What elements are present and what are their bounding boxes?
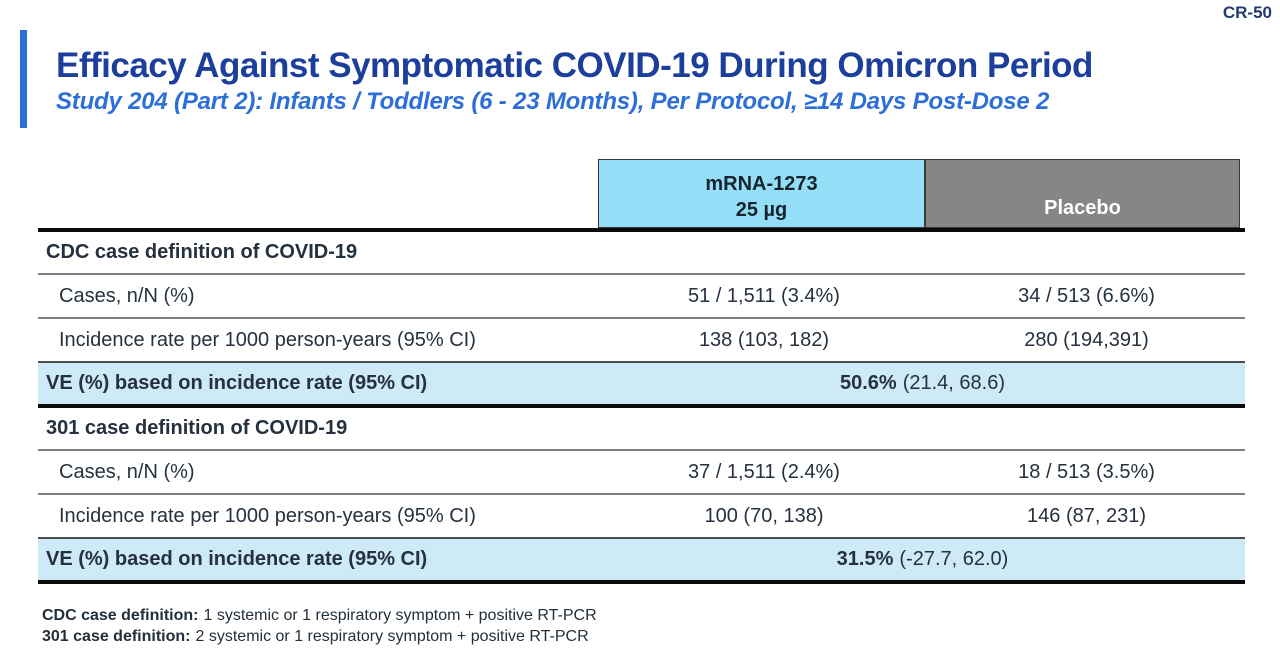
row-label-incidence: Incidence rate per 1000 person-years (95… <box>38 317 600 362</box>
cell-placebo-incidence: 280 (194,391) <box>928 317 1246 362</box>
table-row-ve: VE (%) based on incidence rate (95% CI) … <box>38 361 1246 408</box>
ve-ci: (21.4, 68.6) <box>902 372 1006 394</box>
ve-row-value-cell: 50.6% (21.4, 68.6) <box>600 361 1246 408</box>
row-label-cases: Cases, n/N (%) <box>38 273 600 318</box>
table-row: Incidence rate per 1000 person-years (95… <box>38 493 1246 538</box>
ve-ci: (-27.7, 62.0) <box>899 548 1009 570</box>
footnote-301-term: 301 case definition: <box>42 628 191 645</box>
table-row-ve: VE (%) based on incidence rate (95% CI) … <box>38 537 1246 584</box>
column-header-mrna-line2: 25 µg <box>735 199 788 221</box>
table-section-row: 301 case definition of COVID-19 <box>38 404 1246 450</box>
cell-mrna-cases: 51 / 1,511 (3.4%) <box>600 273 928 318</box>
column-header-mrna-line1: mRNA-1273 <box>705 173 818 195</box>
cell-mrna-incidence: 138 (103, 182) <box>600 317 928 362</box>
ve-value: 31.5% <box>836 548 894 570</box>
section-header-301: 301 case definition of COVID-19 <box>38 404 1246 450</box>
section-header-cdc: CDC case definition of COVID-19 <box>38 228 1246 274</box>
ve-row-label: VE (%) based on incidence rate (95% CI) <box>38 361 600 408</box>
table-row: Cases, n/N (%) 51 / 1,511 (3.4%) 34 / 51… <box>38 273 1246 318</box>
table-row: Cases, n/N (%) 37 / 1,511 (2.4%) 18 / 51… <box>38 449 1246 494</box>
cell-mrna-cases: 37 / 1,511 (2.4%) <box>600 449 928 494</box>
title-accent-bar <box>20 30 27 128</box>
page-subtitle: Study 204 (Part 2): Infants / Toddlers (… <box>56 88 1050 115</box>
column-header-placebo: Placebo <box>925 159 1240 228</box>
footnote-301-text: 2 systemic or 1 respiratory symptom + po… <box>195 628 589 645</box>
cell-placebo-incidence: 146 (87, 231) <box>928 493 1246 538</box>
cell-mrna-incidence: 100 (70, 138) <box>600 493 928 538</box>
efficacy-table: CDC case definition of COVID-19 Cases, n… <box>38 228 1246 584</box>
cell-placebo-cases: 18 / 513 (3.5%) <box>928 449 1246 494</box>
ve-row-value-cell: 31.5% (-27.7, 62.0) <box>600 537 1246 584</box>
footnotes: CDC case definition: 1 systemic or 1 resp… <box>42 605 597 647</box>
ve-row-label: VE (%) based on incidence rate (95% CI) <box>38 537 600 584</box>
cell-placebo-cases: 34 / 513 (6.6%) <box>928 273 1246 318</box>
slide-code: CR-50 <box>1222 3 1272 22</box>
table-row: Incidence rate per 1000 person-years (95… <box>38 317 1246 362</box>
row-label-cases: Cases, n/N (%) <box>38 449 600 494</box>
row-label-incidence: Incidence rate per 1000 person-years (95… <box>38 493 600 538</box>
ve-value: 50.6% <box>840 372 897 394</box>
table-section-row: CDC case definition of COVID-19 <box>38 228 1246 274</box>
footnote-cdc-term: CDC case definition: <box>42 607 199 624</box>
page-title: Efficacy Against Symptomatic COVID-19 Du… <box>56 46 1093 85</box>
footnote-301: 301 case definition: 2 systemic or 1 resp… <box>42 626 597 647</box>
column-header-placebo-label: Placebo <box>1044 197 1121 219</box>
column-header-mrna: mRNA-1273 25 µg <box>598 159 925 228</box>
footnote-cdc: CDC case definition: 1 systemic or 1 resp… <box>42 605 597 626</box>
footnote-cdc-text: 1 systemic or 1 respiratory symptom + po… <box>203 607 597 624</box>
